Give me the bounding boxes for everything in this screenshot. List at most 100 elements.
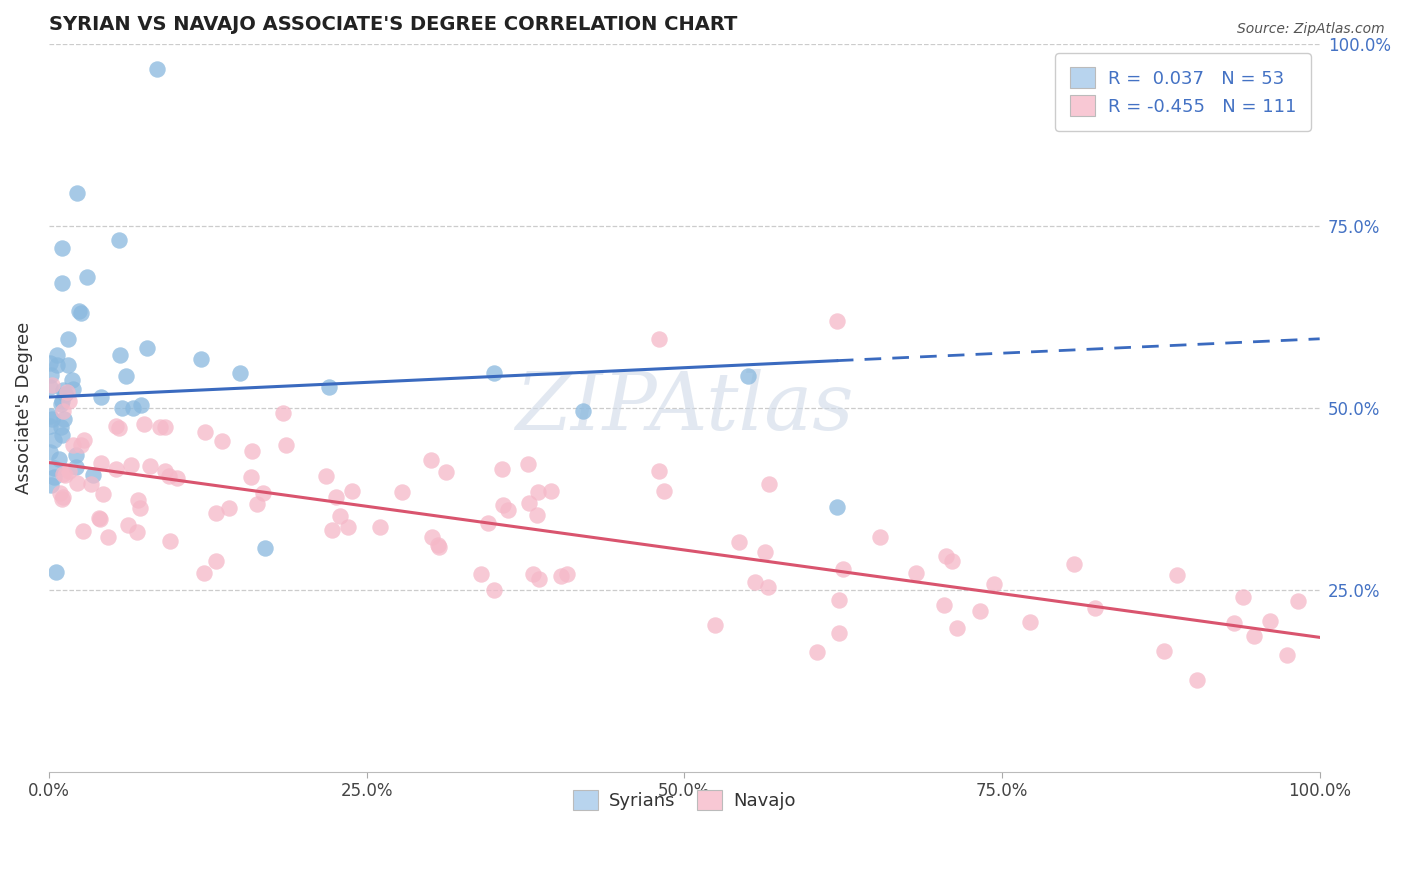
Point xyxy=(51,491,73,506)
Point xyxy=(340,483,363,498)
Point xyxy=(39,409,62,424)
Point xyxy=(522,567,544,582)
Point xyxy=(540,483,562,498)
Point xyxy=(1166,567,1188,582)
Point xyxy=(274,438,297,452)
Text: SYRIAN VS NAVAJO ASSOCIATE'S DEGREE CORRELATION CHART: SYRIAN VS NAVAJO ASSOCIATE'S DEGREE CORR… xyxy=(49,15,737,34)
Point xyxy=(1232,591,1254,605)
Point xyxy=(228,366,250,380)
Point xyxy=(66,186,89,201)
Point xyxy=(72,433,94,447)
Point xyxy=(104,461,127,475)
Point xyxy=(1084,601,1107,615)
Point xyxy=(1223,616,1246,631)
Point xyxy=(825,313,848,327)
Point xyxy=(434,465,457,479)
Point xyxy=(39,356,62,370)
Point xyxy=(51,241,73,255)
Point xyxy=(491,461,513,475)
Point xyxy=(117,517,139,532)
Point xyxy=(82,468,104,483)
Point xyxy=(648,332,671,346)
Point xyxy=(828,593,851,607)
Point xyxy=(129,398,152,412)
Point xyxy=(46,348,69,362)
Point xyxy=(703,617,725,632)
Point xyxy=(48,451,70,466)
Point xyxy=(67,304,90,318)
Point xyxy=(550,569,572,583)
Point xyxy=(121,401,143,416)
Point xyxy=(758,476,780,491)
Point xyxy=(66,475,89,490)
Point xyxy=(53,467,76,482)
Point xyxy=(325,490,347,504)
Legend: Syrians, Navajo: Syrians, Navajo xyxy=(565,782,803,818)
Point xyxy=(128,500,150,515)
Point xyxy=(80,477,103,491)
Point xyxy=(318,380,340,394)
Point xyxy=(368,520,391,534)
Point xyxy=(149,420,172,434)
Point xyxy=(76,269,98,284)
Point xyxy=(240,443,263,458)
Point xyxy=(60,373,83,387)
Point xyxy=(527,572,550,586)
Point xyxy=(91,487,114,501)
Point xyxy=(111,401,134,415)
Point xyxy=(526,484,548,499)
Point xyxy=(754,545,776,559)
Point xyxy=(153,419,176,434)
Point xyxy=(52,491,75,505)
Point xyxy=(157,468,180,483)
Point xyxy=(193,566,215,580)
Point xyxy=(983,577,1005,591)
Point xyxy=(42,469,65,483)
Point xyxy=(253,541,276,555)
Point xyxy=(39,419,62,434)
Point xyxy=(1063,558,1085,572)
Point xyxy=(70,306,93,320)
Point xyxy=(271,405,294,419)
Point xyxy=(869,530,891,544)
Text: Source: ZipAtlas.com: Source: ZipAtlas.com xyxy=(1237,22,1385,37)
Point xyxy=(138,458,160,473)
Point xyxy=(484,583,506,598)
Point xyxy=(51,277,73,291)
Point xyxy=(218,501,240,516)
Point xyxy=(166,471,188,485)
Point xyxy=(727,535,749,549)
Point xyxy=(1019,615,1042,629)
Point xyxy=(51,393,73,408)
Point xyxy=(58,464,80,478)
Point xyxy=(211,434,233,449)
Point xyxy=(62,382,84,396)
Point xyxy=(828,626,851,640)
Point xyxy=(427,540,450,554)
Point xyxy=(51,420,73,434)
Point xyxy=(41,377,63,392)
Point xyxy=(65,459,87,474)
Point xyxy=(1275,648,1298,662)
Point xyxy=(45,358,67,372)
Point xyxy=(648,464,671,478)
Point xyxy=(946,621,969,635)
Point xyxy=(904,566,927,581)
Point xyxy=(56,385,79,400)
Point xyxy=(744,574,766,589)
Point xyxy=(205,506,228,520)
Point xyxy=(70,438,93,452)
Point xyxy=(492,498,515,512)
Point xyxy=(571,404,593,418)
Text: ZIPAtlas: ZIPAtlas xyxy=(515,369,853,447)
Point xyxy=(969,604,991,618)
Point xyxy=(427,538,450,552)
Point xyxy=(470,566,492,581)
Point xyxy=(146,62,169,77)
Point xyxy=(932,598,955,612)
Point xyxy=(121,458,143,472)
Point xyxy=(315,468,337,483)
Point xyxy=(321,523,343,537)
Point xyxy=(114,369,136,384)
Point xyxy=(526,508,548,522)
